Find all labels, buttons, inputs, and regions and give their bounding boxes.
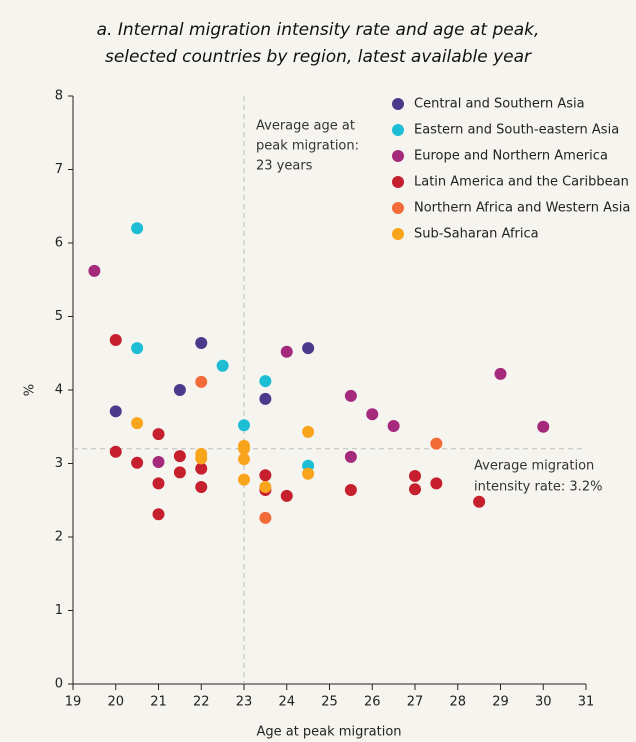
annotation: intensity rate: 3.2% [474,480,602,495]
x-tick-label: 26 [364,695,381,710]
point [430,477,443,490]
y-tick-label: 0 [55,677,63,692]
x-tick-label: 28 [449,695,466,710]
point [302,467,315,480]
point [131,222,144,235]
legend-label: Europe and Northern America [414,149,608,164]
point [195,375,208,388]
chart-title: a. Internal migration intensity rate and… [97,20,540,40]
point [344,450,357,463]
x-tick-label: 24 [278,695,295,710]
x-tick-label: 23 [236,695,253,710]
point [195,481,208,494]
point [131,417,144,430]
point [473,495,486,508]
point [259,375,272,388]
legend-label: Sub-Saharan Africa [414,227,539,242]
point [238,453,250,466]
legend-label: Northern Africa and Western Asia [414,201,630,216]
point [259,469,272,482]
point [238,442,250,455]
point [344,483,357,496]
x-tick-label: 31 [578,695,595,710]
point [173,384,186,396]
point [238,419,250,432]
y-tick-label: 5 [55,309,63,324]
y-tick-label: 8 [55,89,63,104]
y-tick-label: 3 [55,456,63,471]
y-tick-label: 1 [55,603,63,618]
point [280,489,293,502]
legend-marker [392,202,404,214]
point [302,342,315,355]
point [409,483,421,496]
point [152,456,165,469]
point [366,408,379,421]
point [131,456,144,469]
annotation: Average age at [256,119,355,134]
point [152,508,165,521]
point [259,392,272,405]
point [109,405,122,418]
point [494,367,507,380]
y-tick-label: 6 [55,236,63,251]
point [195,462,208,475]
legend-marker [392,150,404,162]
x-tick-label: 29 [492,695,509,710]
point [302,425,315,438]
point [195,336,208,349]
y-tick-label: 4 [55,383,63,398]
legend-label: Central and Southern Asia [414,97,585,112]
point [430,437,443,450]
x-tick-label: 22 [193,695,210,710]
point [131,342,144,355]
x-tick-label: 25 [321,695,338,710]
legend-label: Eastern and South-eastern Asia [414,123,619,138]
x-tick-label: 19 [65,695,82,710]
point [173,450,186,463]
legend-marker [392,228,404,240]
point [537,420,550,433]
x-tick-label: 27 [407,695,424,710]
point [152,477,165,490]
point [259,511,272,524]
y-tick-label: 2 [55,530,63,545]
point [109,334,122,347]
point [238,473,250,486]
legend-label: Latin America and the Caribbean [414,175,629,190]
point [109,445,122,458]
y-tick-label: 7 [55,162,63,177]
x-tick-label: 30 [535,695,552,710]
legend-marker [392,98,404,110]
point [259,481,272,494]
legend-marker [392,176,404,188]
point [152,428,165,441]
chart-title: selected countries by region, latest ava… [105,47,532,67]
point [216,359,229,372]
x-tick-label: 20 [107,695,124,710]
x-tick-label: 21 [150,695,167,710]
point [280,345,293,358]
x-axis-label: Age at peak migration [256,725,401,740]
annotation: 23 years [256,159,313,174]
point [88,264,101,277]
annotation: peak migration: [256,139,359,154]
point [344,389,357,402]
point [387,420,400,433]
legend-marker [392,124,404,136]
annotation: Average migration [474,459,594,474]
point [195,452,208,465]
point [409,469,421,482]
y-axis-label: % [23,384,38,396]
point [173,466,186,479]
